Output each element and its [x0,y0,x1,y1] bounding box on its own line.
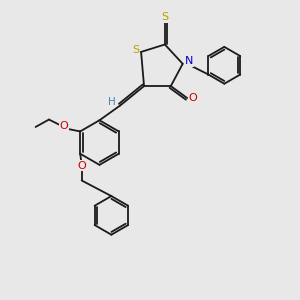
Text: S: S [161,12,168,22]
Text: H: H [108,97,116,107]
Text: O: O [59,121,68,131]
Text: S: S [132,45,139,56]
Text: O: O [189,93,197,103]
Text: O: O [77,160,86,171]
Text: N: N [185,56,194,66]
